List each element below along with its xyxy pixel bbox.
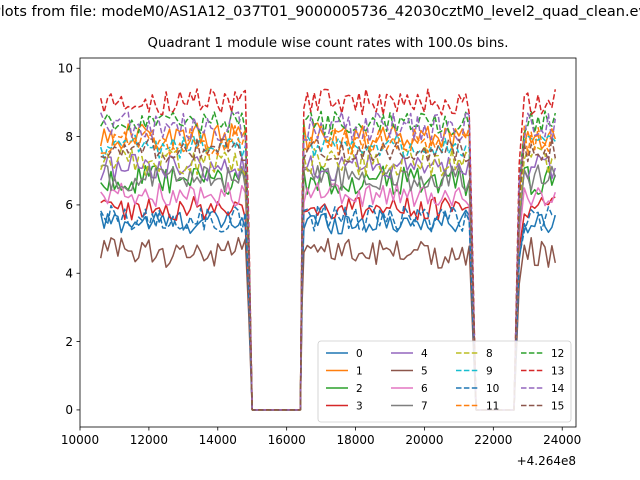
y-tick-label: 6 [65,198,73,212]
legend-label-1: 1 [356,366,363,378]
legend-label-2: 2 [356,383,363,395]
x-tick-label: 24000 [543,433,581,447]
legend-label-6: 6 [421,383,428,395]
y-tick-label: 10 [58,62,73,76]
legend-label-13: 13 [551,366,564,378]
y-tick-label: 8 [65,130,73,144]
legend-label-9: 9 [486,366,493,378]
x-tick-label: 16000 [268,433,306,447]
series-line-14 [100,110,557,411]
y-tick-label: 2 [65,335,73,349]
x-tick-label: 18000 [336,433,374,447]
chart-title: Quadrant 1 module wise count rates with … [147,36,509,51]
legend-label-12: 12 [551,348,564,360]
figure-suptitle: Plots from file: modeM0/AS1A12_037T01_90… [0,4,640,20]
x-tick-label: 12000 [130,433,168,447]
legend-label-11: 11 [486,401,499,413]
x-tick-label: 20000 [405,433,443,447]
legend-label-8: 8 [486,348,493,360]
legend-label-4: 4 [421,348,428,360]
y-tick-label: 4 [65,267,73,281]
legend-box [317,340,572,423]
legend-label-0: 0 [356,348,363,360]
y-tick-label: 0 [65,403,73,417]
series-line-10 [100,204,556,411]
x-tick-label: 14000 [199,433,237,447]
legend-label-5: 5 [421,366,428,378]
x-tick-label: 22000 [474,433,512,447]
series-line-11 [100,125,556,411]
legend-label-14: 14 [551,383,565,395]
legend-label-3: 3 [356,401,363,413]
axes-frame [79,57,577,428]
x-tick-label: 10000 [61,433,99,447]
x-offset-label: +4.264e8 [517,454,576,468]
legend-label-10: 10 [486,383,499,395]
legend-label-15: 15 [551,401,564,413]
legend-label-7: 7 [421,401,428,413]
